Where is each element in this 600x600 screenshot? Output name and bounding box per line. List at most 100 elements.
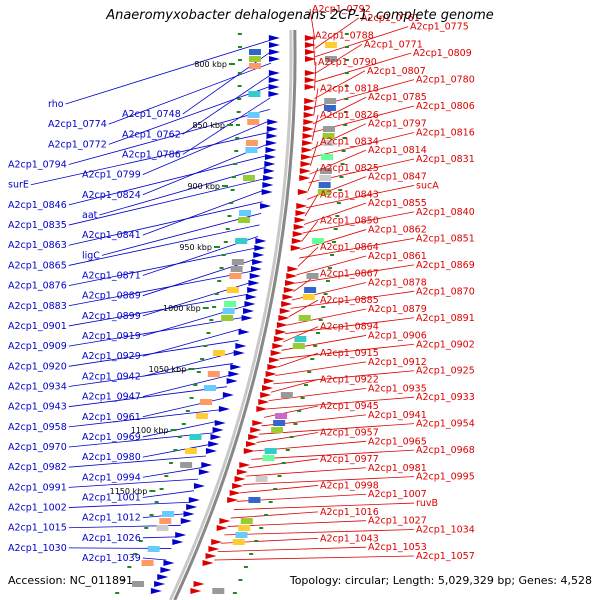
- reverse-gene-arrow: [266, 126, 278, 132]
- right-label-connector: [314, 43, 363, 74]
- track-marker: [343, 111, 348, 113]
- forward-gene-arrow: [300, 161, 312, 167]
- reverse-gene-arrow: [235, 343, 247, 349]
- right-gene-label: A2cp1_0834: [320, 136, 379, 147]
- track-marker: [343, 124, 348, 126]
- track-marker: [159, 488, 164, 490]
- right-gene-label: A2cp1_0761: [361, 13, 420, 24]
- track-marker: [316, 332, 321, 334]
- forward-gene-arrow: [262, 385, 274, 391]
- feature-box: [226, 287, 239, 293]
- feature-box: [247, 112, 260, 118]
- right-gene-label: A2cp1_0915: [320, 348, 379, 359]
- track-marker: [328, 267, 333, 269]
- right-gene-label: A2cp1_0922: [320, 375, 379, 386]
- label-connector-lines: [30, 8, 415, 561]
- right-gene-label: A2cp1_0775: [410, 22, 469, 33]
- forward-gene-arrow: [304, 49, 316, 55]
- right-label-connector: [279, 343, 415, 360]
- right-label-connector: [288, 299, 319, 318]
- scale-tick-label: 900 kbp: [187, 182, 220, 191]
- left-label-connector: [68, 224, 260, 266]
- reverse-gene-arrow: [193, 483, 205, 489]
- right-gene-label: A2cp1_0965: [368, 436, 427, 447]
- forward-gene-arrow: [304, 56, 316, 62]
- left-label-connector: [68, 178, 266, 226]
- reverse-gene-arrow: [238, 329, 250, 335]
- right-gene-label: A2cp1_0912: [368, 357, 427, 368]
- right-gene-label: A2cp1_0864: [320, 242, 379, 253]
- right-label-connector: [275, 361, 367, 376]
- track-marker: [259, 527, 264, 529]
- scale-ticks: 800 kbp 850 kbp 900 kbp 950 kbp 1000 kbp 1050…: [110, 60, 235, 496]
- right-gene-label: A2cp1_1057: [416, 551, 475, 562]
- right-gene-label: ruvB: [416, 498, 438, 509]
- track-marker: [254, 540, 259, 542]
- forward-gene-arrow: [287, 266, 299, 272]
- track-marker: [321, 306, 326, 308]
- right-gene-label: A2cp1_1043: [320, 533, 379, 544]
- feature-box: [273, 420, 286, 426]
- right-label-connector: [311, 123, 367, 150]
- left-gene-label: A2cp1_0942: [82, 371, 141, 382]
- right-gene-label: A2cp1_0995: [416, 472, 475, 483]
- track-marker: [289, 436, 294, 438]
- feature-box: [292, 343, 305, 349]
- forward-gene-arrow: [299, 175, 311, 181]
- right-gene-label: A2cp1_0797: [368, 119, 427, 130]
- feature-box: [322, 133, 335, 139]
- feature-box: [262, 455, 275, 461]
- left-gene-label: A2cp1_0748: [122, 109, 181, 120]
- reverse-gene-arrow: [157, 574, 169, 580]
- right-label-connector: [313, 88, 319, 116]
- right-label-connector: [273, 370, 415, 385]
- left-label-connector: [68, 108, 270, 165]
- right-label-connector: [307, 167, 319, 192]
- track-marker: [339, 176, 344, 178]
- left-label-connector: [142, 120, 270, 175]
- feature-box: [204, 385, 217, 391]
- track-marker: [232, 592, 237, 594]
- feature-box: [235, 238, 248, 244]
- forward-gene-arrow: [219, 518, 231, 524]
- right-label-connector: [297, 246, 319, 267]
- forward-gene-arrow: [243, 448, 255, 454]
- forward-gene-arrow: [299, 168, 311, 174]
- left-gene-label: A2cp1_1039: [82, 553, 141, 564]
- right-gene-label: A2cp1_0847: [368, 172, 427, 183]
- right-label-connector: [239, 485, 319, 494]
- left-gene-label: A2cp1_0958: [8, 422, 67, 433]
- feature-box: [189, 434, 202, 440]
- forward-gene-arrow: [279, 308, 291, 314]
- right-gene-label: A2cp1_0855: [368, 198, 427, 209]
- reverse-gene-arrow: [248, 280, 260, 286]
- right-gene-label: A2cp1_0861: [368, 251, 427, 262]
- left-gene-label: A2cp1_0901: [8, 321, 67, 332]
- left-gene-label: A2cp1_0909: [8, 341, 67, 352]
- track-marker: [177, 436, 182, 438]
- track-marker: [310, 358, 315, 360]
- left-gene-label: aat: [82, 210, 98, 221]
- track-marker: [335, 215, 340, 217]
- left-label-connector: [101, 212, 262, 256]
- track-marker: [285, 449, 290, 451]
- forward-gene-arrow: [256, 406, 268, 412]
- forward-gene-arrow: [190, 588, 202, 594]
- left-label-connector: [142, 328, 242, 357]
- track-marker: [318, 319, 323, 321]
- feature-box: [240, 518, 253, 524]
- track-marker: [330, 254, 335, 256]
- forward-gene-arrow: [273, 336, 285, 342]
- reverse-gene-arrow: [260, 203, 272, 209]
- feature-box: [231, 259, 244, 265]
- feature-box: [322, 126, 335, 132]
- right-label-connector: [303, 202, 367, 225]
- reverse-gene-arrow: [218, 406, 230, 412]
- reverse-gene-arrow: [261, 189, 273, 195]
- forward-gene-arrow: [302, 126, 314, 132]
- feature-box: [242, 175, 255, 181]
- left-label-connector: [142, 189, 264, 236]
- forward-gene-arrow: [296, 203, 308, 209]
- feature-box: [207, 371, 220, 377]
- right-label-connector: [314, 26, 409, 58]
